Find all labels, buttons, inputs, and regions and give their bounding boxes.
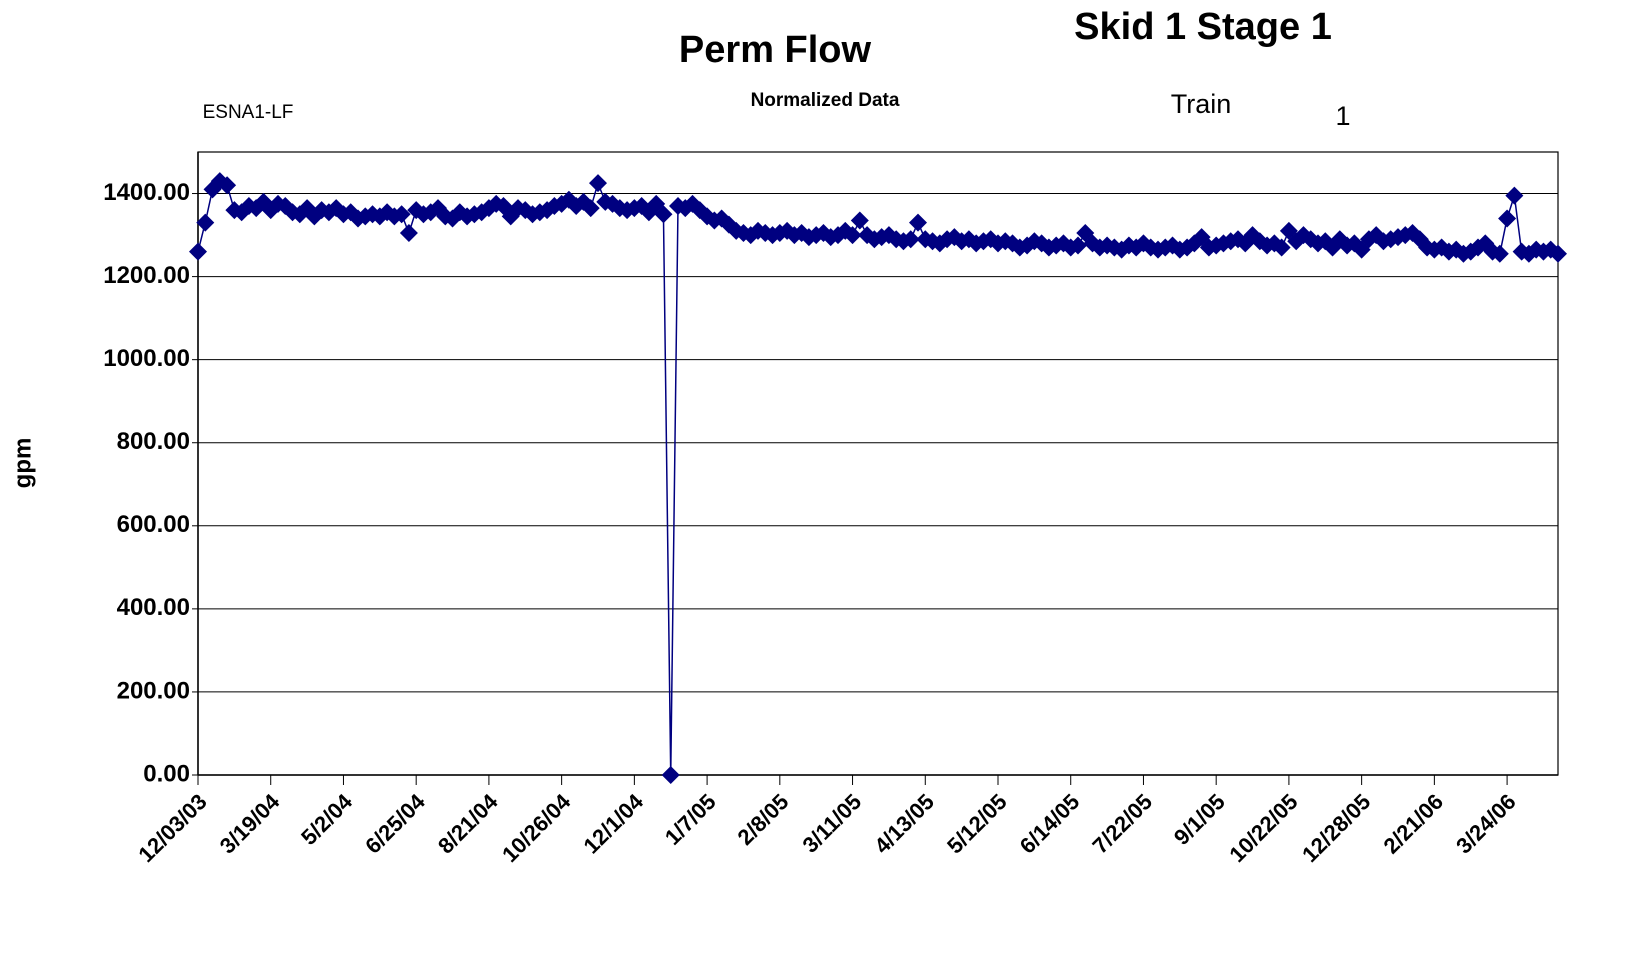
- x-tick-label: 2/21/06: [1378, 789, 1448, 859]
- data-marker: [399, 223, 418, 242]
- y-axis-label: gpm: [9, 438, 36, 489]
- data-marker: [1498, 209, 1517, 228]
- x-tick-label: 10/22/05: [1224, 789, 1302, 867]
- data-marker: [1272, 238, 1291, 257]
- y-tick-label: 200.00: [117, 677, 190, 704]
- data-marker: [850, 211, 869, 230]
- x-tick-label: 6/25/04: [360, 788, 430, 858]
- data-marker: [392, 205, 411, 224]
- y-tick-label: 0.00: [143, 760, 190, 787]
- plot-area: [197, 151, 1559, 776]
- x-tick-label: 6/14/05: [1015, 789, 1085, 859]
- x-tick-label: 5/12/05: [942, 789, 1012, 859]
- data-marker: [589, 174, 607, 193]
- x-tick-label: 3/11/05: [797, 789, 866, 858]
- x-tick-label: 2/8/05: [733, 789, 794, 850]
- data-marker: [1505, 186, 1524, 205]
- data-marker: [1549, 244, 1567, 263]
- data-marker: [654, 205, 673, 224]
- x-tick-label: 12/1/04: [578, 788, 648, 858]
- data-marker: [581, 199, 600, 218]
- data-marker: [189, 242, 207, 261]
- chart-subtitle: Normalized Data: [751, 90, 900, 111]
- x-tick-label: 1/7/05: [660, 789, 721, 850]
- y-tick-label: 1000.00: [103, 345, 190, 372]
- chart-title: Perm Flow: [679, 29, 872, 71]
- x-tick-label: 8/21/04: [433, 788, 503, 858]
- x-tick-label: 12/28/05: [1297, 789, 1375, 867]
- annotation: Skid 1 Stage 1: [1074, 6, 1332, 48]
- annotation: 1: [1335, 101, 1350, 131]
- x-tick-label: 4/13/05: [869, 789, 939, 859]
- x-tick-label: 9/1/05: [1169, 789, 1230, 850]
- data-marker: [1010, 238, 1029, 257]
- annotation: ESNA1-LF: [203, 102, 294, 123]
- data-marker: [1490, 244, 1509, 263]
- x-tick-label: 12/03/03: [133, 789, 211, 867]
- x-tick-label: 10/26/04: [497, 788, 576, 867]
- data-marker: [218, 176, 237, 195]
- data-marker: [901, 230, 920, 249]
- x-tick-label: 3/24/06: [1451, 789, 1521, 859]
- annotation: Train: [1171, 89, 1232, 119]
- y-tick-label: 1200.00: [103, 262, 190, 289]
- x-tick-label: 7/22/05: [1088, 789, 1158, 859]
- data-marker: [909, 213, 927, 232]
- y-tick-label: 400.00: [117, 594, 190, 621]
- x-tick-label: 3/19/04: [215, 788, 285, 858]
- x-tick-label: 5/2/04: [296, 788, 357, 849]
- data-marker: [196, 213, 215, 232]
- data-marker: [1069, 236, 1087, 255]
- data-marker: [501, 207, 520, 226]
- y-tick-label: 1400.00: [103, 179, 190, 206]
- y-tick-label: 600.00: [117, 511, 190, 538]
- data-marker: [843, 226, 862, 245]
- y-tick-label: 800.00: [117, 428, 190, 455]
- data-marker: [661, 766, 680, 784]
